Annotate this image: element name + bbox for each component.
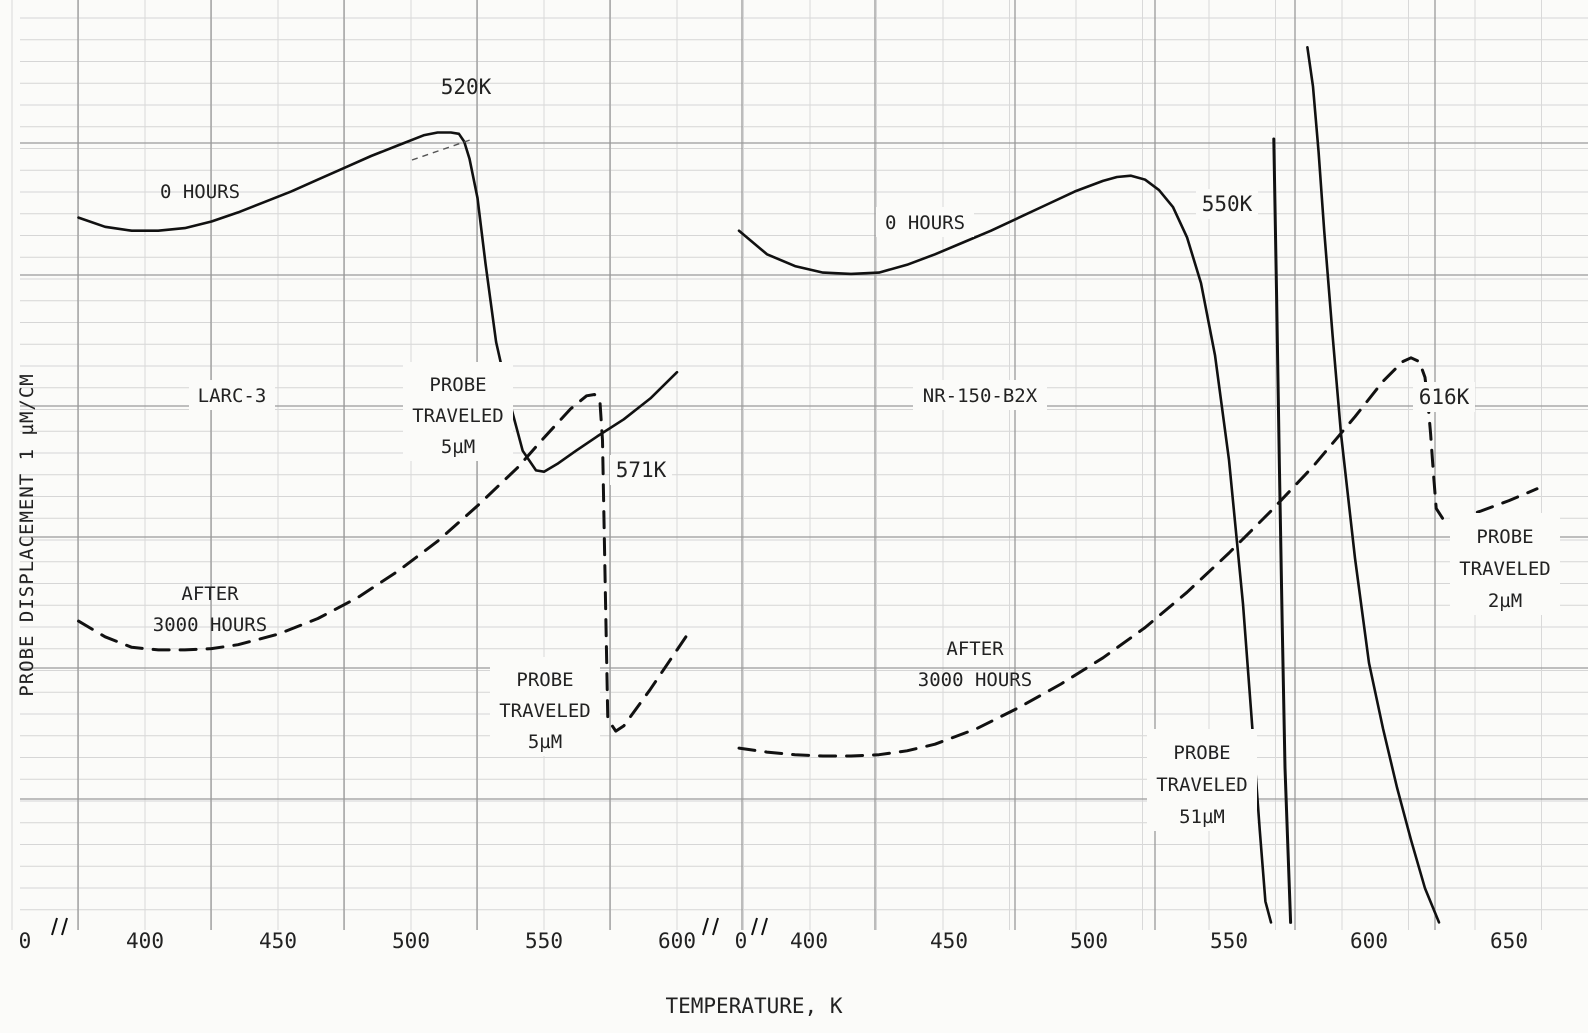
x-tick-label-0-550: 550 — [525, 929, 563, 953]
x-origin-label-0: 0 — [19, 929, 32, 953]
annotation-0-6-line-1: TRAVELED — [499, 700, 591, 722]
x-tick-label-1-600: 600 — [1350, 929, 1388, 953]
x-tick-label-1-650: 650 — [1490, 929, 1528, 953]
annotation-1-5-line-0: AFTER — [946, 638, 1004, 660]
x-tick-label-1-500: 500 — [1070, 929, 1108, 953]
axis-break-right-0-b — [712, 917, 719, 936]
x-tick-label-1-450: 450 — [930, 929, 968, 953]
annotation-1-1-bg — [1196, 189, 1258, 219]
series-line-1-2 — [1306, 46, 1441, 924]
annotation-1-1-line-0: 550K — [1202, 192, 1253, 216]
annotation-1-5-line-1: 3000 HOURS — [918, 669, 1032, 691]
annotation-0-5-line-1: 3000 HOURS — [153, 614, 267, 636]
annotation-1-2-bg — [913, 380, 1047, 410]
annotation-1-4-bg — [1450, 513, 1560, 615]
series-line-0-1 — [77, 393, 692, 733]
axis-break-0-b — [61, 917, 68, 936]
x-tick-label-1-400: 400 — [790, 929, 828, 953]
annotation-1-4-line-2: 2µM — [1488, 590, 1522, 612]
annotation-1-3-line-0: 616K — [1419, 385, 1470, 409]
series-line-0-0 — [77, 131, 679, 473]
annotation-1-6-line-0: PROBE — [1173, 742, 1230, 764]
annotation-0-6-line-0: PROBE — [516, 669, 573, 691]
x-axis-title: TEMPERATURE, K — [665, 994, 842, 1018]
axis-break-0-a — [51, 917, 58, 936]
grid-major — [20, 0, 1588, 930]
annotation-0-1-line-0: 0 HOURS — [160, 181, 240, 203]
x-tick-label-0-500: 500 — [392, 929, 430, 953]
annotation-1-2-line-0: NR-150-B2X — [923, 385, 1038, 407]
annotation-0-3-line-0: PROBE — [429, 374, 486, 396]
series-line-1-1 — [737, 356, 1539, 758]
grid-minor — [11, 0, 1588, 930]
annotation-1-0-bg — [876, 207, 974, 237]
annotation-0-6-line-2: 5µM — [528, 731, 562, 753]
annotation-1-3-bg — [1413, 382, 1475, 412]
annotation-0-0-line-0: 520K — [441, 75, 492, 99]
annotation-1-6-bg — [1147, 729, 1257, 831]
annotation-0-5-line-0: AFTER — [181, 583, 239, 605]
annotation-1-6-line-2: 51µM — [1179, 806, 1225, 828]
series-line-1-0-trace — [1272, 137, 1293, 924]
annotation-0-3-line-1: TRAVELED — [412, 405, 504, 427]
x-tick-label-0-400: 400 — [126, 929, 164, 953]
y-axis-title: PROBE DISPLACEMENT 1 µM/CM — [16, 373, 38, 696]
annotation-1-4-line-0: PROBE — [1476, 526, 1533, 548]
annotation-0-3-line-2: 5µM — [441, 436, 475, 458]
annotation-0-2-bg — [189, 380, 275, 410]
x-tick-label-0-600: 600 — [658, 929, 696, 953]
x-tick-label-1-550: 550 — [1210, 929, 1248, 953]
series-line-1-0 — [737, 174, 1273, 924]
annotation-1-6-line-1: TRAVELED — [1156, 774, 1248, 796]
annotation-0-3-bg — [403, 362, 513, 461]
axis-break-1-a — [751, 917, 758, 936]
annotation-0-4-bg — [610, 455, 672, 485]
plot-axes: 0 400 450 500 550 600 0 400 450 500 550 600 650 TEMPE… — [16, 373, 1528, 1018]
annotation-1-0-line-0: 0 HOURS — [885, 212, 965, 234]
annotation-0-2-line-0: LARC-3 — [198, 385, 267, 407]
plot-series — [77, 46, 1539, 924]
axis-break-1-b — [761, 917, 768, 936]
plot-annotations: 520K 0 HOURS LARC-3 PROBE TRAVELED 5µM 571K AFT… — [153, 75, 1560, 831]
annotation-0-4-line-0: 571K — [616, 458, 667, 482]
x-origin-label-1: 0 — [735, 929, 748, 953]
annotation-1-4-line-1: TRAVELED — [1459, 558, 1551, 580]
axis-break-right-0-a — [702, 917, 709, 936]
annotation-0-6-bg — [490, 657, 600, 756]
x-tick-label-0-450: 450 — [259, 929, 297, 953]
